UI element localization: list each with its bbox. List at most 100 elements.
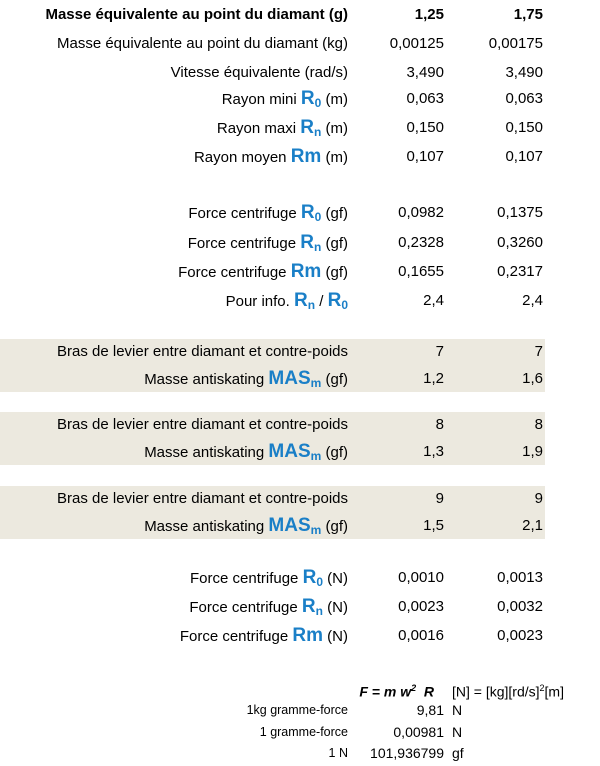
label-text: Force centrifuge — [187, 235, 297, 252]
conversion-unit: gf — [452, 745, 464, 761]
table-row: Masse antiskating MASm (gf) 1,5 2,1 — [0, 511, 600, 540]
row-value-1: 0,2328 — [398, 234, 444, 251]
label-text: Rayon mini — [221, 91, 297, 108]
row-value-2: 9 — [534, 490, 543, 507]
symbol: R0 — [302, 567, 323, 589]
row-value-2: 0,0023 — [497, 627, 543, 644]
row-value-1: 0,1655 — [398, 263, 444, 280]
row-value-1: 1,5 — [423, 517, 444, 534]
mas-label: Masse antiskating MASm (gf) — [144, 437, 348, 466]
label-text: Force centrifuge — [178, 264, 287, 281]
row-label: Force centrifuge Rm (gf) — [178, 257, 348, 286]
table-row: Masse équivalente au point du diamant (k… — [0, 29, 600, 58]
label-text: Force centrifuge — [179, 628, 289, 645]
row-label: Rayon mini R0 (m) — [222, 84, 348, 113]
table-row: Rayon moyen Rm (m) 0,107 0,107 — [0, 142, 600, 171]
symbol: Rn — [293, 290, 316, 312]
table-row: Force centrifuge Rm (gf) 0,1655 0,2317 — [0, 257, 600, 286]
header-label: Masse équivalente au point du diamant (g… — [45, 6, 348, 23]
symbol: MASm — [268, 441, 322, 463]
row-value-2: 2,1 — [522, 517, 543, 534]
label-unit: (m) — [325, 91, 349, 108]
conversion-label: 1 N — [328, 746, 348, 760]
label-unit: (m) — [325, 149, 349, 166]
row-value-2: 1,9 — [522, 443, 543, 460]
conversion-label: 1kg gramme-force — [246, 703, 348, 717]
row-value-1: 0,150 — [406, 119, 444, 136]
symbol: Rn — [301, 596, 323, 618]
row-value-2: 7 — [534, 343, 543, 360]
table-row: Force centrifuge Rn (gf) 0,2328 0,3260 — [0, 228, 600, 257]
row-label: Force centrifuge R0 (gf) — [188, 198, 348, 227]
row-value-1: 9 — [435, 490, 444, 507]
formula-units: [N] = [kg][rd/s]2[m] — [452, 683, 564, 700]
row-label: Force centrifuge Rn (N) — [189, 592, 348, 621]
row-value-2: 3,490 — [505, 64, 543, 81]
row-label: Force centrifuge R0 (N) — [190, 563, 348, 592]
symbol: Rn — [300, 117, 322, 139]
table-row: Rayon maxi Rn (m) 0,150 0,150 — [0, 113, 600, 142]
table-row: Bras de levier entre diamant et contre-p… — [0, 410, 600, 439]
conversion-row: 1 N 101,936799 gf — [0, 741, 600, 765]
row-label: Force centrifuge Rn (gf) — [188, 228, 348, 257]
mas-label: Masse antiskating MASm (gf) — [144, 511, 348, 540]
header-value-2: 1,75 — [513, 6, 543, 23]
conversion-unit: N — [452, 702, 463, 718]
row-value-2: 0,2317 — [497, 263, 543, 280]
row-value-2: 0,0013 — [497, 569, 543, 586]
row-value-2: 0,150 — [505, 119, 543, 136]
label-unit: (gf) — [325, 371, 349, 388]
label-text: Force centrifuge — [189, 599, 298, 616]
row-value-1: 0,0982 — [398, 204, 444, 221]
row-value-2: 0,107 — [505, 148, 543, 165]
antiskating-band — [0, 339, 545, 392]
table-row: Masse antiskating MASm (gf) 1,2 1,6 — [0, 364, 600, 393]
table-row: Force centrifuge Rm (N) 0,0016 0,0023 — [0, 621, 600, 650]
label-unit: (N) — [327, 599, 348, 616]
arm-label: Bras de levier entre diamant et contre-p… — [57, 490, 348, 507]
table-row: Masse antiskating MASm (gf) 1,3 1,9 — [0, 437, 600, 466]
table-row: Force centrifuge R0 (N) 0,0010 0,0013 — [0, 563, 600, 592]
ratio-slash: / — [319, 293, 324, 310]
label-text: Force centrifuge — [190, 570, 299, 587]
row-label: Rayon moyen Rm (m) — [194, 142, 348, 171]
row-label: Vitesse équivalente (rad/s) — [170, 64, 348, 81]
label-text: Rayon moyen — [193, 149, 287, 166]
label-text: Masse antiskating — [144, 444, 265, 461]
row-value-2: 0,1375 — [497, 204, 543, 221]
row-value-2: 0,3260 — [497, 234, 543, 251]
row-value-2: 0,00175 — [488, 35, 543, 52]
row-value-1: 0,063 — [406, 90, 444, 107]
table-row: Force centrifuge Rn (N) 0,0023 0,0032 — [0, 592, 600, 621]
label-unit: (gf) — [325, 444, 349, 461]
table-row: Pour info. Rn / R0 2,4 2,4 — [0, 286, 600, 315]
antiskating-band — [0, 412, 545, 465]
label-text: Force centrifuge — [188, 205, 297, 222]
label-unit: (N) — [327, 628, 348, 645]
formula-row: F = m w2 R [N] = [kg][rd/s]2[m] — [0, 674, 600, 703]
row-value-1: 0,0016 — [398, 627, 444, 644]
symbol: MASm — [268, 368, 322, 390]
row-label: Masse équivalente au point du diamant (k… — [56, 35, 348, 52]
conversion-unit: N — [452, 724, 463, 740]
table-row: Force centrifuge R0 (gf) 0,0982 0,1375 — [0, 198, 600, 227]
conversion-value: 0,00981 — [393, 724, 444, 740]
label-text: Pour info. — [225, 293, 290, 310]
row-value-1: 0,107 — [406, 148, 444, 165]
row-value-1: 2,4 — [423, 292, 444, 309]
conversion-value: 101,936799 — [370, 745, 444, 761]
row-value-2: 0,063 — [505, 90, 543, 107]
row-value-2: 1,6 — [522, 370, 543, 387]
symbol: Rn — [300, 232, 322, 254]
row-label: Pour info. Rn / R0 — [226, 286, 348, 315]
row-value-1: 0,0023 — [398, 598, 444, 615]
table-row: Rayon mini R0 (m) 0,063 0,063 — [0, 84, 600, 113]
symbol: Rm — [290, 146, 322, 167]
label-text: Masse antiskating — [144, 518, 265, 535]
row-value-1: 7 — [435, 343, 444, 360]
symbol: R0 — [300, 88, 322, 110]
formula: F = m w2 R — [359, 683, 434, 700]
row-value-1: 3,490 — [406, 64, 444, 81]
symbol: Rm — [290, 261, 322, 282]
label-unit: (N) — [327, 570, 348, 587]
